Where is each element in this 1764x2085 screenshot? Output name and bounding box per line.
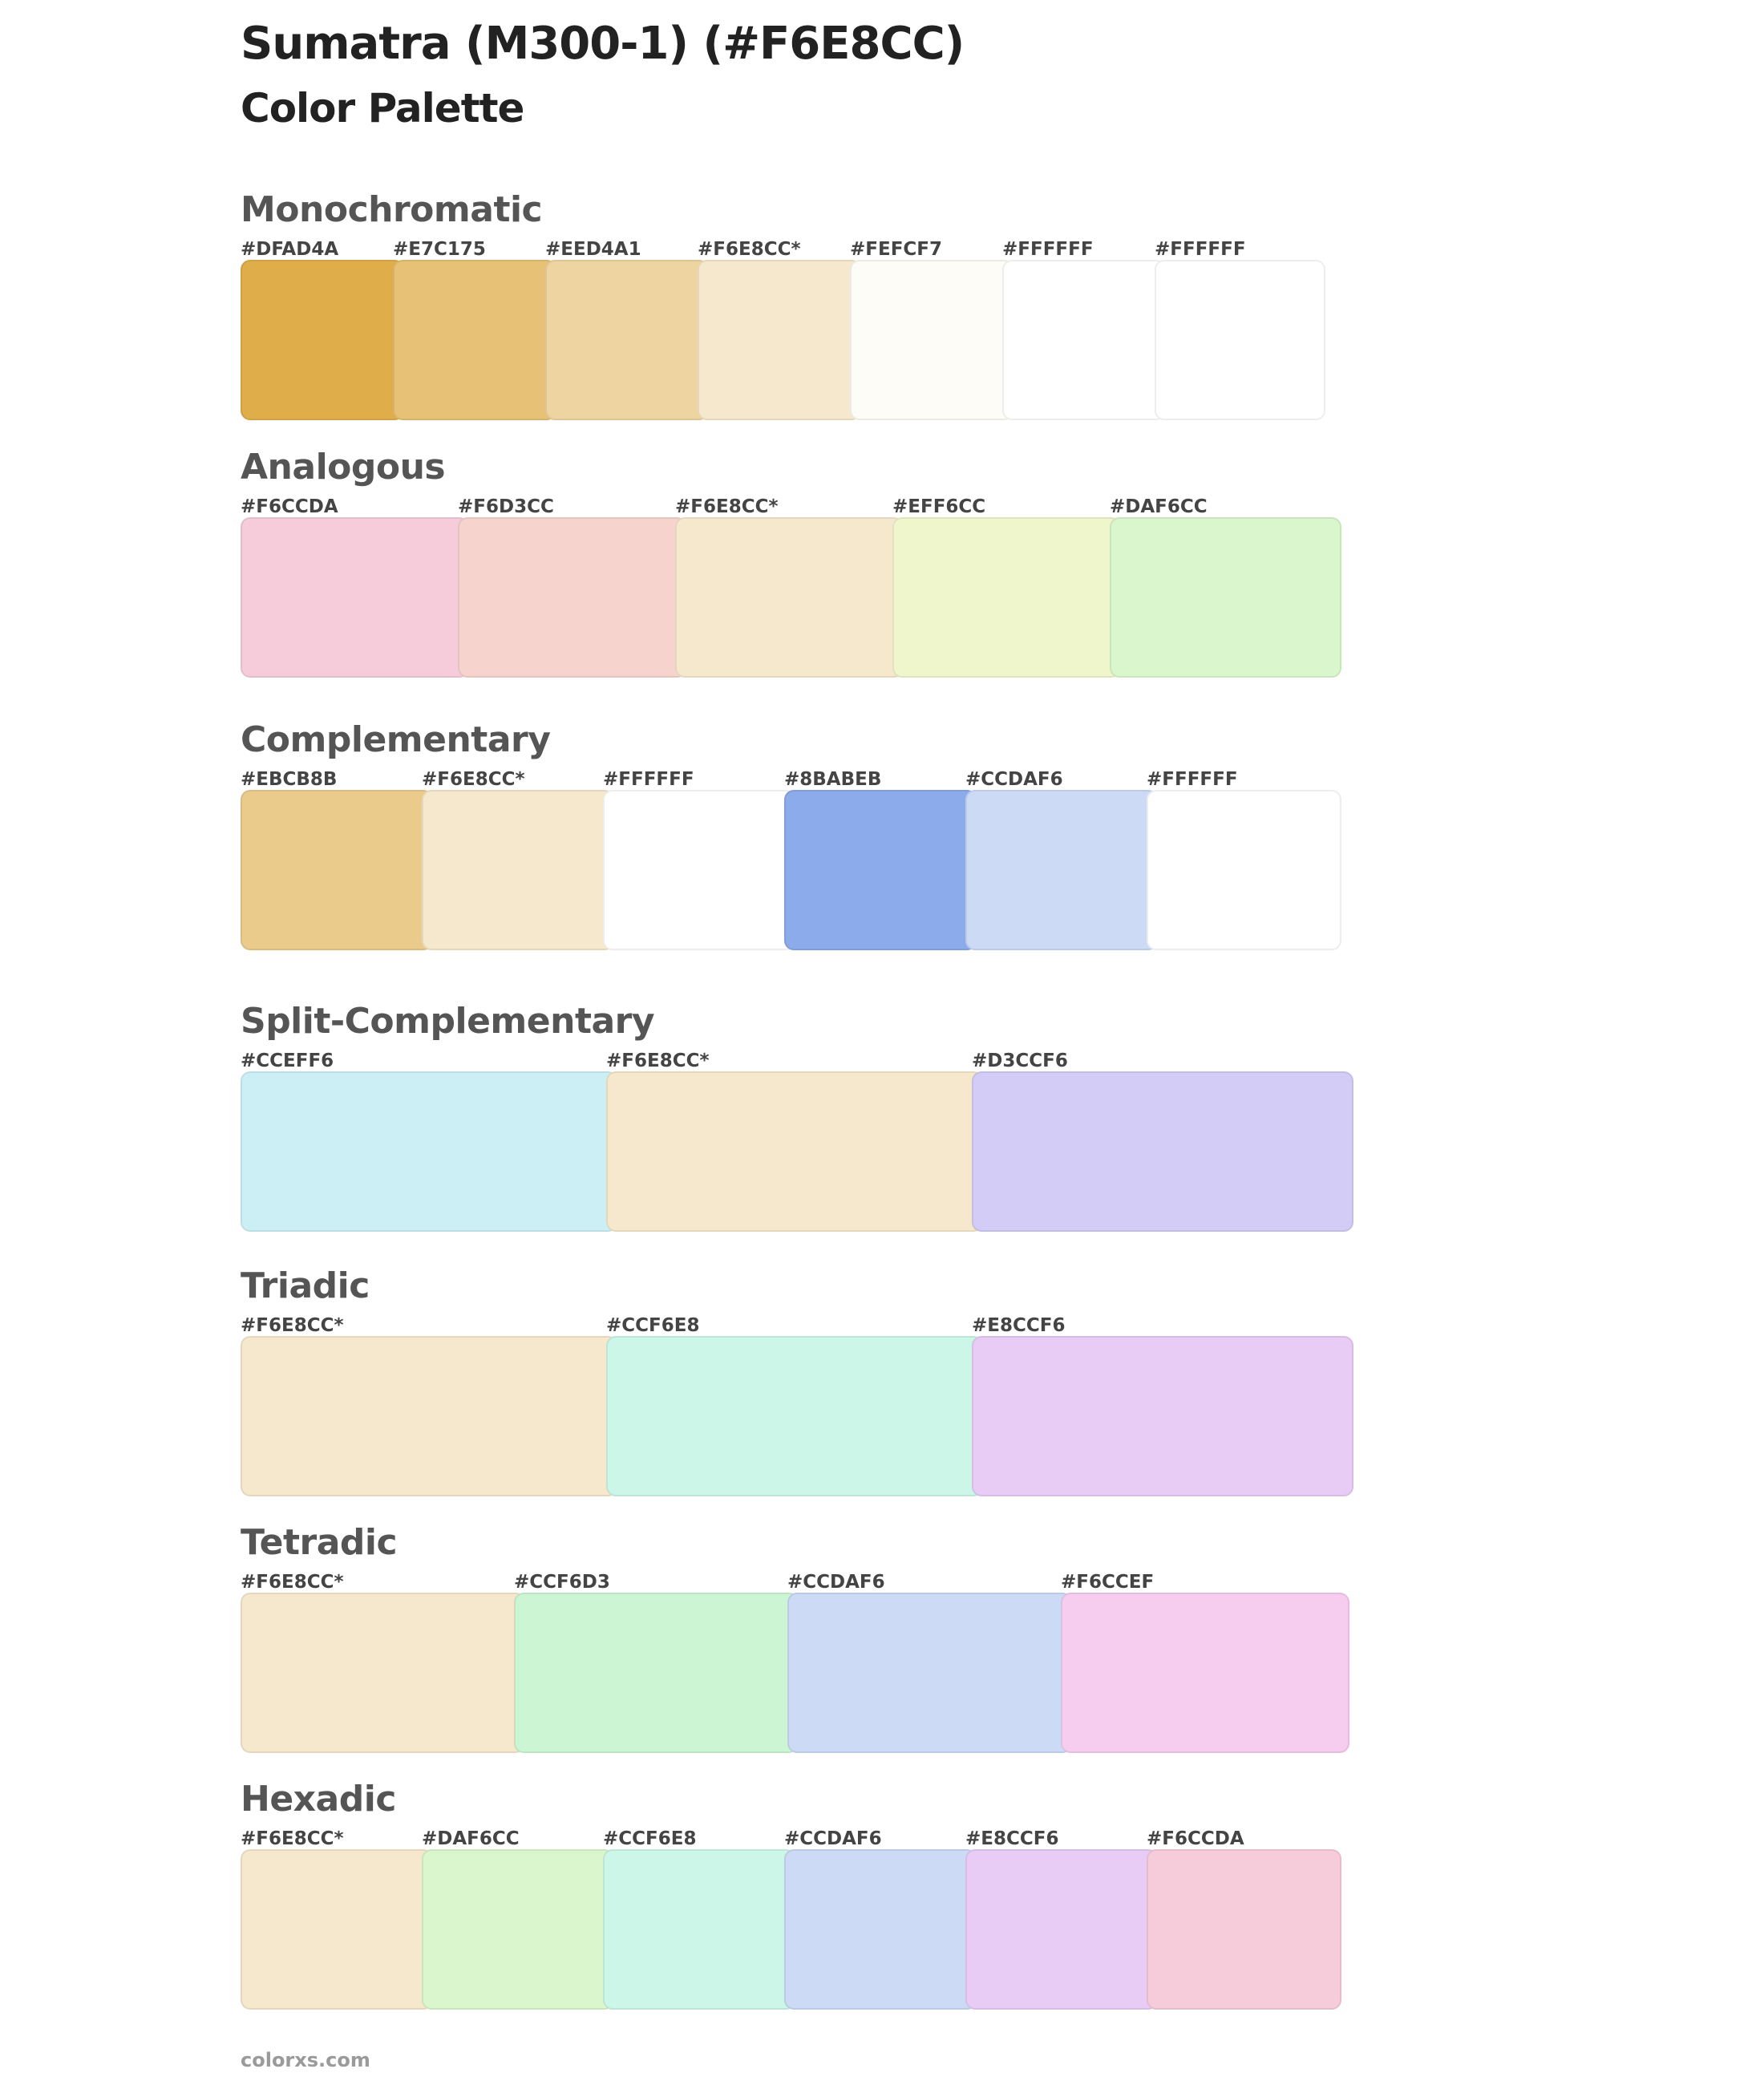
color-swatch[interactable] xyxy=(965,790,1158,950)
section-title: Complementary xyxy=(241,719,551,760)
color-swatch[interactable] xyxy=(241,1336,617,1496)
color-swatch[interactable] xyxy=(241,1849,433,2010)
swatch-hex-label[interactable]: #F6D3CC xyxy=(458,496,554,517)
color-swatch[interactable] xyxy=(892,517,1121,678)
swatch-hex-label[interactable]: #FFFFFF xyxy=(603,769,694,790)
color-swatch[interactable] xyxy=(972,1071,1353,1232)
color-swatch[interactable] xyxy=(675,517,904,678)
color-swatch[interactable] xyxy=(241,260,404,420)
swatch-strip xyxy=(241,790,1341,950)
swatch-strip xyxy=(241,1071,1353,1232)
color-swatch[interactable] xyxy=(603,1849,795,2010)
swatch-hex-label[interactable]: #F6E8CC* xyxy=(241,1828,344,1849)
swatch-hex-label[interactable]: #CCF6E8 xyxy=(603,1828,697,1849)
color-swatch[interactable] xyxy=(1110,517,1341,678)
color-swatch[interactable] xyxy=(784,1849,977,2010)
swatch-labels: #F6CCDA #F6D3CC #F6E8CC* #EFF6CC #DAF6CC xyxy=(241,496,1341,520)
swatch-hex-label[interactable]: #CCF6D3 xyxy=(514,1572,610,1593)
color-swatch[interactable] xyxy=(787,1593,1072,1753)
color-swatch[interactable] xyxy=(514,1593,799,1753)
swatch-hex-label[interactable]: #FEFCF7 xyxy=(850,239,942,260)
color-swatch[interactable] xyxy=(1061,1593,1349,1753)
swatch-hex-label[interactable]: #F6CCDA xyxy=(241,496,338,517)
swatch-hex-label[interactable]: #FFFFFF xyxy=(1002,239,1094,260)
section-title: Analogous xyxy=(241,447,446,488)
color-swatch[interactable] xyxy=(458,517,686,678)
swatch-strip xyxy=(241,1593,1349,1753)
site-footer[interactable]: colorxs.com xyxy=(241,2049,370,2071)
swatch-hex-label[interactable]: #DFAD4A xyxy=(241,239,339,260)
swatch-hex-label[interactable]: #DAF6CC xyxy=(422,1828,520,1849)
swatch-hex-label[interactable]: #FFFFFF xyxy=(1155,239,1246,260)
section-title: Hexadic xyxy=(241,1779,396,1820)
page-subtitle: Color Palette xyxy=(241,85,524,132)
color-swatch[interactable] xyxy=(241,517,469,678)
swatch-hex-label[interactable]: #CCDAF6 xyxy=(784,1828,882,1849)
swatch-hex-label[interactable]: #EFF6CC xyxy=(892,496,986,517)
swatch-strip xyxy=(241,517,1341,678)
swatch-hex-label[interactable]: #CCF6E8 xyxy=(606,1315,700,1336)
section-title: Tetradic xyxy=(241,1522,398,1563)
swatch-strip xyxy=(241,1849,1341,2010)
color-swatch[interactable] xyxy=(850,260,1013,420)
swatch-hex-label[interactable]: #CCEFF6 xyxy=(241,1051,334,1071)
swatch-labels: #DFAD4A #E7C175 #EED4A1 #F6E8CC* #FEFCF7 #FFF… xyxy=(241,239,1325,263)
color-swatch[interactable] xyxy=(393,260,556,420)
color-swatch[interactable] xyxy=(606,1336,983,1496)
color-swatch[interactable] xyxy=(1155,260,1325,420)
swatch-hex-label[interactable]: #EED4A1 xyxy=(545,239,641,260)
color-swatch[interactable] xyxy=(603,790,795,950)
color-swatch[interactable] xyxy=(972,1336,1353,1496)
section-title: Split-Complementary xyxy=(241,1001,655,1042)
color-swatch[interactable] xyxy=(241,790,433,950)
color-swatch[interactable] xyxy=(545,260,709,420)
color-swatch[interactable] xyxy=(606,1071,983,1232)
swatch-hex-label[interactable]: #F6CCEF xyxy=(1061,1572,1155,1593)
swatch-hex-label[interactable]: #EBCB8B xyxy=(241,769,338,790)
swatch-labels: #F6E8CC* #DAF6CC #CCF6E8 #CCDAF6 #E8CCF6 #F6C… xyxy=(241,1828,1341,1852)
swatch-hex-label[interactable]: #F6E8CC* xyxy=(241,1572,344,1593)
color-swatch[interactable] xyxy=(422,790,614,950)
swatch-hex-label[interactable]: #D3CCF6 xyxy=(972,1051,1068,1071)
color-swatch[interactable] xyxy=(1002,260,1166,420)
color-swatch[interactable] xyxy=(241,1593,525,1753)
swatch-hex-label[interactable]: #E7C175 xyxy=(393,239,486,260)
swatch-labels: #EBCB8B #F6E8CC* #FFFFFF #8BABEB #CCDAF6 #FFF… xyxy=(241,769,1341,793)
swatch-hex-label[interactable]: #F6E8CC* xyxy=(698,239,801,260)
swatch-labels: #F6E8CC* #CCF6E8 #E8CCF6 xyxy=(241,1315,1353,1339)
swatch-strip xyxy=(241,1336,1353,1496)
swatch-hex-label[interactable]: #F6CCDA xyxy=(1147,1828,1244,1849)
section-title: Monochromatic xyxy=(241,189,543,230)
swatch-strip xyxy=(241,260,1325,420)
color-swatch[interactable] xyxy=(1147,790,1341,950)
swatch-hex-label[interactable]: #F6E8CC* xyxy=(422,769,525,790)
color-swatch[interactable] xyxy=(1147,1849,1341,2010)
swatch-hex-label[interactable]: #FFFFFF xyxy=(1147,769,1238,790)
swatch-hex-label[interactable]: #F6E8CC* xyxy=(241,1315,344,1336)
page-title: Sumatra (M300-1) (#F6E8CC) xyxy=(241,18,965,70)
color-swatch[interactable] xyxy=(241,1071,617,1232)
swatch-hex-label[interactable]: #DAF6CC xyxy=(1110,496,1208,517)
swatch-labels: #CCEFF6 #F6E8CC* #D3CCF6 xyxy=(241,1051,1353,1075)
swatch-hex-label[interactable]: #8BABEB xyxy=(784,769,882,790)
color-swatch[interactable] xyxy=(422,1849,614,2010)
section-title: Triadic xyxy=(241,1265,370,1306)
swatch-hex-label[interactable]: #E8CCF6 xyxy=(965,1828,1059,1849)
swatch-hex-label[interactable]: #F6E8CC* xyxy=(675,496,779,517)
swatch-hex-label[interactable]: #F6E8CC* xyxy=(606,1051,710,1071)
swatch-labels: #F6E8CC* #CCF6D3 #CCDAF6 #F6CCEF xyxy=(241,1572,1349,1596)
swatch-hex-label[interactable]: #CCDAF6 xyxy=(787,1572,885,1593)
swatch-hex-label[interactable]: #CCDAF6 xyxy=(965,769,1063,790)
color-swatch[interactable] xyxy=(698,260,861,420)
swatch-hex-label[interactable]: #E8CCF6 xyxy=(972,1315,1066,1336)
color-swatch[interactable] xyxy=(965,1849,1158,2010)
color-swatch[interactable] xyxy=(784,790,977,950)
